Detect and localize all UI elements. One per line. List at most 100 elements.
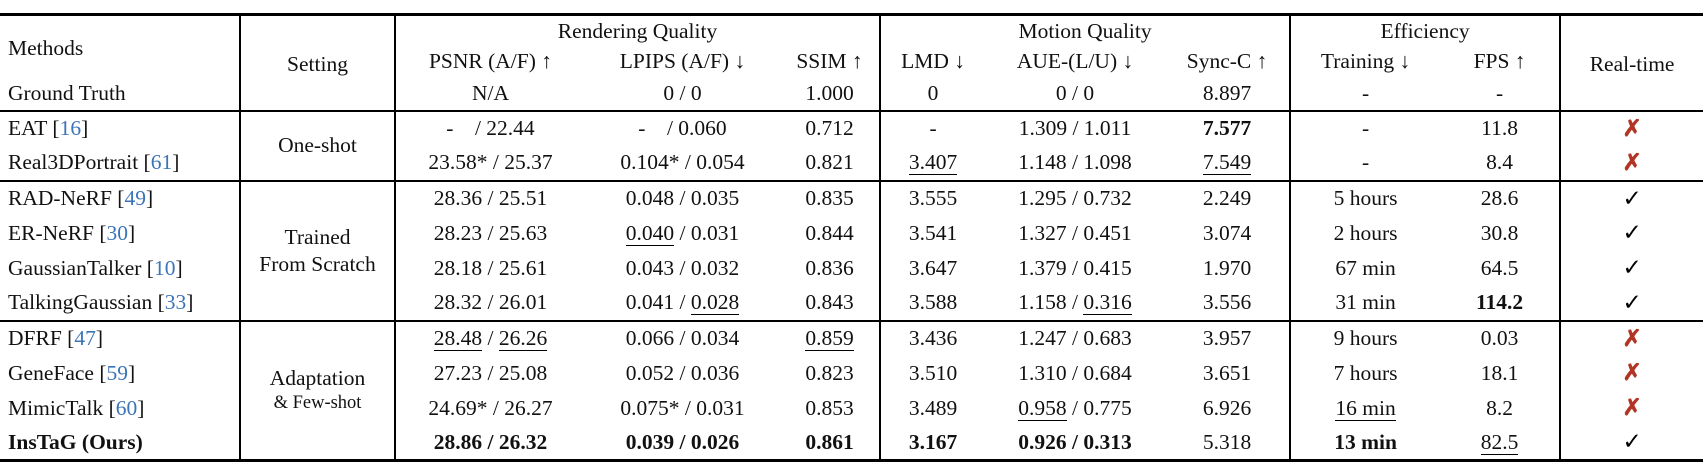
citation-link[interactable]: 30 (106, 220, 129, 245)
cell-psnr: 28.32 / 26.01 (394, 285, 585, 321)
value-segment: 0.853 (805, 395, 854, 420)
cell-ssim: 0.835 (780, 179, 881, 216)
header-training: Training ↓ (1289, 44, 1441, 78)
value-segment: 0.039 / 0.026 (625, 429, 740, 454)
value-segment: 1.970 (1202, 255, 1252, 280)
value-segment: 18.1 (1480, 360, 1519, 385)
value-segment: 0.859 (805, 326, 854, 351)
cell-realtime: ✗ (1559, 145, 1703, 181)
cell-training: 7 hours (1289, 355, 1441, 391)
setting-line: & Few-shot (273, 393, 362, 414)
value-segment: 3.167 (908, 429, 958, 454)
cross-icon: ✗ (1622, 360, 1642, 385)
value-segment: 5 hours (1333, 186, 1398, 210)
cell-ssim: 0.861 (780, 426, 880, 461)
cell-realtime: ✓ (1559, 285, 1703, 321)
cell-ssim: 0.843 (780, 286, 880, 321)
citation-link[interactable]: 61 (150, 150, 173, 174)
value-segment: 3.407 (908, 150, 958, 175)
cross-icon: ✗ (1622, 115, 1642, 141)
value-segment: 30.8 (1480, 220, 1519, 245)
cell-method: InsTaG (Ours) (0, 426, 240, 461)
method-name: MimicTalk (8, 395, 104, 420)
cell-training: 5 hours (1289, 179, 1441, 216)
setting-line: One-shot (278, 133, 357, 158)
value-segment: 0.066 / 0.034 (625, 326, 740, 350)
cell-psnr: 27.23 / 25.08 (394, 355, 585, 391)
cell-method: GeneFace [59] (8, 360, 136, 385)
table-body: EAT [16] One-shot - / 22.44 - / 0.060 0.712 -… (0, 109, 1703, 461)
method-name: ER-NeRF (8, 220, 94, 245)
cell-aue: 1.310 / 0.684 (985, 356, 1165, 391)
value-segment: 23.58* / 25.37 (428, 150, 553, 174)
table-row: TalkingGaussian [33] 28.32 / 26.01 0.041 /… (0, 285, 1703, 321)
value-segment: 0.028 (690, 290, 740, 315)
cell-psnr: 28.86 / 26.32 (394, 425, 585, 461)
citation-link[interactable]: 60 (115, 395, 138, 420)
value-segment: - (1361, 116, 1370, 140)
value-segment: - / 0.060 (638, 116, 727, 140)
cell-lmd: 3.510 (879, 355, 986, 391)
citation-link[interactable]: 59 (106, 360, 129, 385)
header-aue: AUE-(L/U) ↓ (1016, 48, 1134, 73)
value-segment: 1.158 / (1018, 290, 1084, 314)
cell-training: - (1289, 145, 1441, 181)
value-segment: 7.549 (1202, 150, 1252, 175)
value-segment: 1.327 / 0.451 (1018, 220, 1132, 245)
citation-link[interactable]: 47 (74, 326, 96, 350)
value-segment: 0.03 (1480, 326, 1519, 350)
cell-lmd: 3.541 (879, 215, 986, 251)
cross-icon: ✗ (1622, 325, 1642, 351)
value-segment: 28.18 / 25.61 (433, 255, 548, 280)
citation-link[interactable]: 33 (164, 290, 187, 314)
table-row: RAD-NeRF [49] Trained From Scratch 28.36 / … (0, 179, 1703, 321)
value-segment: / 0.775 (1066, 395, 1132, 420)
cell-realtime: ✗ (1559, 319, 1703, 356)
cell-realtime: ✗ (1559, 355, 1703, 391)
value-segment: 0.823 (805, 360, 854, 385)
cell-lmd: 3.489 (879, 390, 986, 426)
header-ssim: SSIM ↑ (796, 48, 863, 73)
check-icon: ✓ (1622, 185, 1642, 211)
cell-ssim: 0.859 (780, 319, 881, 356)
value-segment: 114.2 (1475, 290, 1524, 314)
cell-aue: 1.327 / 0.451 (985, 216, 1165, 251)
citation-link[interactable]: 10 (153, 255, 176, 280)
table-row: MimicTalk [60] 24.69* / 26.27 0.075* / 0.0… (0, 390, 1703, 426)
table-row: GeneFace [59] 27.23 / 25.08 0.052 / 0.036 0… (0, 355, 1703, 391)
value-segment: 1.379 / 0.415 (1018, 255, 1132, 280)
cell-training: 2 hours (1289, 215, 1441, 251)
cell-method: GaussianTalker [10] (8, 255, 183, 280)
value-segment: 0.835 (805, 186, 854, 210)
cell-training: 67 min (1289, 250, 1441, 286)
cell-psnr: 24.69* / 26.27 (394, 390, 585, 426)
setting-header: Setting (239, 14, 395, 111)
value-segment: 3.957 (1202, 326, 1252, 350)
citation-link[interactable]: 49 (124, 186, 146, 210)
value-segment: 67 min (1335, 255, 1396, 280)
cell-psnr: - / 22.44 (394, 109, 585, 146)
value-segment: 2.249 (1202, 186, 1252, 210)
value-segment: 0.821 (805, 150, 854, 174)
gt-lmd: 0 (879, 77, 986, 111)
method-name: GaussianTalker (8, 255, 142, 280)
table-row: DFRF [47] Adaptation & Few-shot 28.48 / 26.… (0, 319, 1703, 461)
cell-realtime: ✗ (1559, 390, 1703, 426)
header-fps: FPS ↑ (1473, 48, 1526, 73)
cell-ssim: 0.823 (780, 356, 880, 391)
value-segment: 9 hours (1333, 326, 1398, 350)
cell-lmd: 3.407 (879, 145, 986, 181)
table-row: InsTaG (Ours) 28.86 / 26.32 0.039 / 0.026 0… (0, 425, 1703, 461)
value-segment: 3.555 (908, 186, 958, 210)
value-segment: 0.958 (1018, 395, 1067, 421)
cell-method: RAD-NeRF [49] (0, 179, 240, 216)
cell-sync-c: 3.556 (1165, 286, 1290, 321)
value-segment: 3.647 (908, 255, 958, 280)
citation-link[interactable]: 16 (59, 116, 82, 140)
table-row: GaussianTalker [10] 28.18 / 25.61 0.043 / … (0, 250, 1703, 286)
cell-aue: 0.926 / 0.313 (985, 426, 1165, 461)
value-segment: 28.48 (433, 326, 483, 351)
value-segment: 2 hours (1333, 220, 1398, 245)
cell-fps: 64.5 (1440, 251, 1560, 286)
value-segment: 0.048 / 0.035 (625, 186, 740, 210)
